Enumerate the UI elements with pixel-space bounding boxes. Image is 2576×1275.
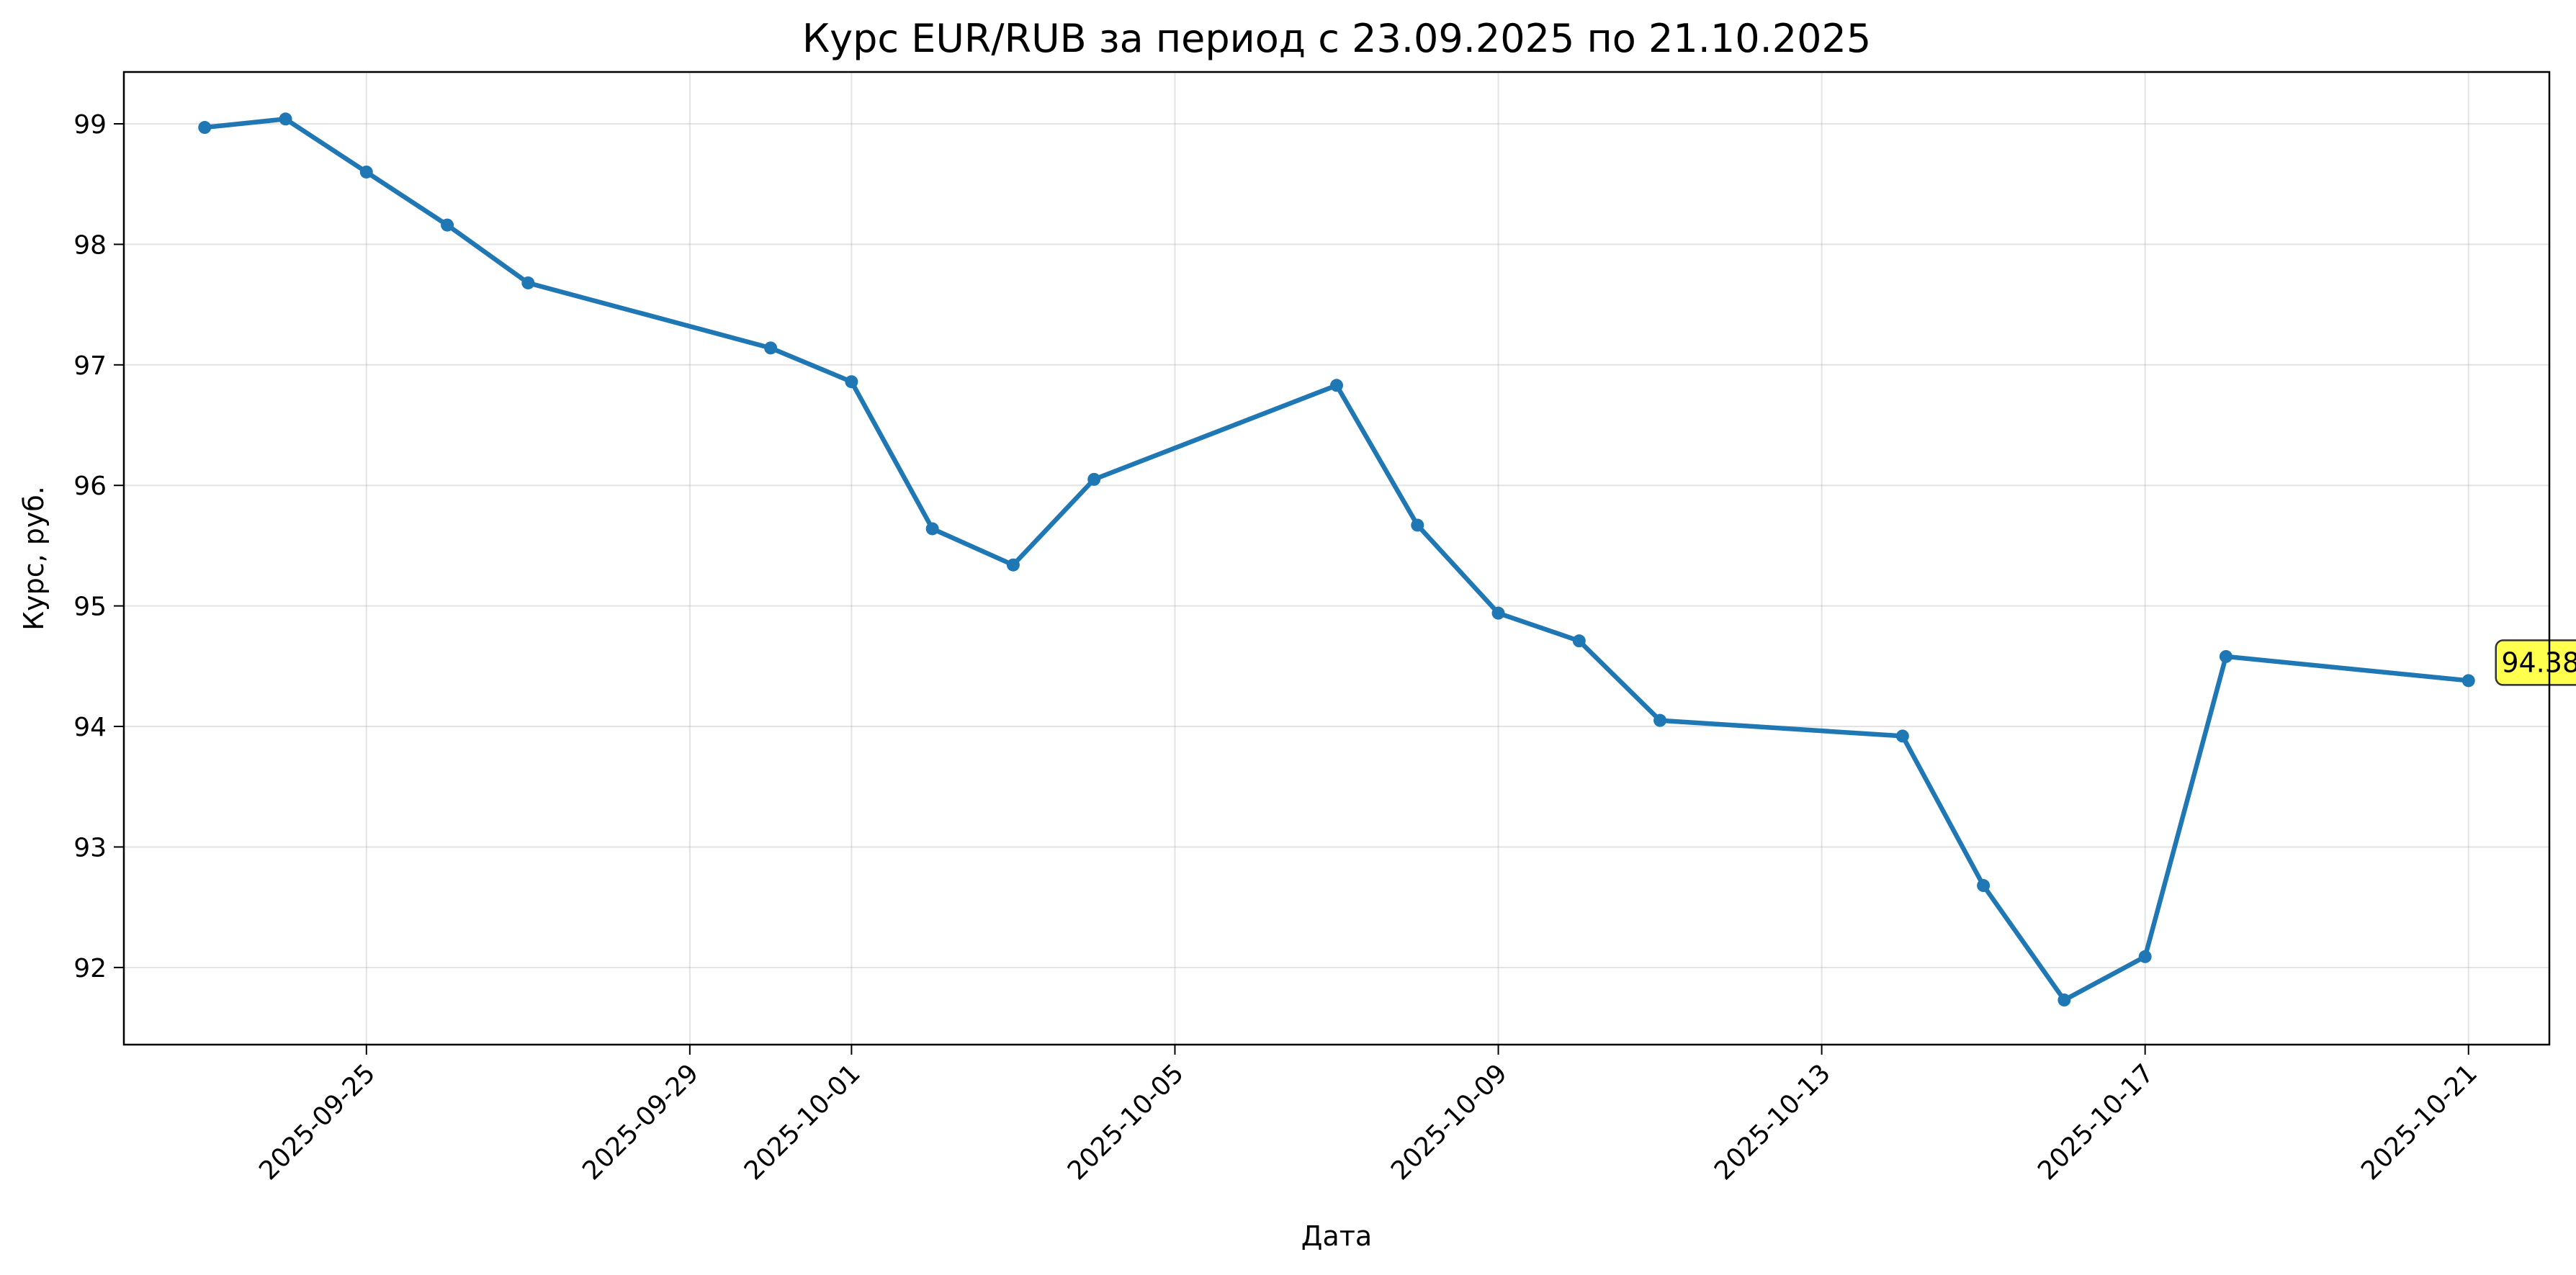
data-point <box>2219 649 2232 663</box>
data-point <box>1006 558 1020 572</box>
axis-ticks: 2025-09-25 2025-09-29 2025-10-01 2025-10-05… <box>73 110 2483 1186</box>
data-point <box>441 218 454 232</box>
data-point <box>279 112 292 126</box>
chart-title: Курс EUR/RUB за период с 23.09.2025 по 2… <box>802 16 1871 61</box>
data-point <box>198 121 212 135</box>
y-tick-label: 95 <box>73 593 107 622</box>
y-axis-label: Курс, руб. <box>18 486 50 631</box>
data-point <box>1330 379 1343 392</box>
annotation-label: 94.38 <box>2501 646 2576 678</box>
data-point <box>845 375 858 389</box>
y-tick-label: 94 <box>73 713 107 742</box>
y-tick-label: 96 <box>73 472 107 501</box>
data-series <box>198 112 2475 1007</box>
data-point <box>521 276 535 289</box>
data-point <box>2461 674 2475 688</box>
data-point <box>1411 518 1424 532</box>
y-tick-label: 93 <box>73 833 107 862</box>
grid-lines <box>124 72 2549 1045</box>
y-tick-label: 97 <box>73 351 107 381</box>
data-point <box>1977 879 1991 893</box>
data-point <box>1491 606 1505 620</box>
data-point <box>764 341 778 355</box>
data-point <box>1087 472 1101 486</box>
x-tick-label: 2025-10-05 <box>1062 1058 1190 1186</box>
x-tick-label: 2025-09-25 <box>253 1058 381 1186</box>
annotations: 94.38 <box>2495 639 2576 686</box>
data-point <box>1572 634 1586 648</box>
series-line <box>202 117 2471 1003</box>
plot-area-frame <box>122 71 2551 1046</box>
x-tick-label: 2025-09-29 <box>577 1058 704 1186</box>
x-tick-label: 2025-10-13 <box>1709 1058 1836 1186</box>
y-tick-label: 99 <box>73 110 107 140</box>
x-tick-label: 2025-10-17 <box>2032 1058 2160 1186</box>
y-tick-label: 92 <box>73 954 107 983</box>
x-tick-label: 2025-10-09 <box>1386 1058 1513 1186</box>
data-point <box>1653 713 1667 727</box>
annotation-box <box>2495 639 2576 686</box>
x-tick-label: 2025-10-21 <box>2356 1058 2483 1186</box>
data-point <box>2138 950 2152 963</box>
data-point <box>2057 994 2071 1007</box>
x-axis-label: Дата <box>1301 1220 1372 1252</box>
x-tick-label: 2025-10-01 <box>739 1058 866 1186</box>
y-tick-label: 98 <box>73 230 107 260</box>
data-point <box>925 522 939 536</box>
data-point <box>359 165 373 179</box>
data-point <box>1895 729 1909 743</box>
